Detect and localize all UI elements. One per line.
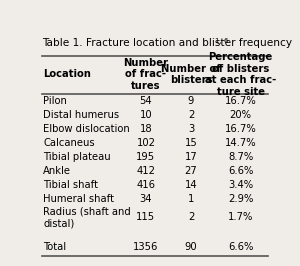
- Text: 1: 1: [188, 194, 194, 204]
- Text: Percentage
of blisters
at each frac-
ture site: Percentage of blisters at each frac- tur…: [205, 52, 276, 97]
- Text: Number
of frac-
tures: Number of frac- tures: [123, 58, 168, 91]
- Text: 1.7%: 1.7%: [228, 212, 253, 222]
- Text: 1, 6: 1, 6: [215, 38, 228, 44]
- Text: Tibial plateau: Tibial plateau: [43, 152, 111, 162]
- Text: 16.7%: 16.7%: [225, 96, 256, 106]
- Text: 1356: 1356: [133, 242, 159, 252]
- Text: 3.4%: 3.4%: [228, 180, 253, 190]
- Text: 416: 416: [136, 180, 155, 190]
- Text: 54: 54: [140, 96, 152, 106]
- Text: 412: 412: [136, 166, 155, 176]
- Text: Total: Total: [43, 242, 66, 252]
- Text: Humeral shaft: Humeral shaft: [43, 194, 114, 204]
- Text: 6.6%: 6.6%: [228, 166, 253, 176]
- Text: Elbow dislocation: Elbow dislocation: [43, 124, 130, 134]
- Text: 115: 115: [136, 212, 155, 222]
- Text: 2.9%: 2.9%: [228, 194, 253, 204]
- Text: 27: 27: [184, 166, 197, 176]
- Text: Table 1. Fracture location and blister frequency: Table 1. Fracture location and blister f…: [42, 38, 296, 48]
- Text: 2: 2: [188, 110, 194, 120]
- Text: 34: 34: [140, 194, 152, 204]
- Text: 9: 9: [188, 96, 194, 106]
- Text: Location: Location: [43, 69, 91, 80]
- Text: 14.7%: 14.7%: [225, 138, 256, 148]
- Text: Calcaneus: Calcaneus: [43, 138, 95, 148]
- Text: 2: 2: [188, 212, 194, 222]
- Text: Number of
blisters: Number of blisters: [161, 64, 221, 85]
- Text: Tibial shaft: Tibial shaft: [43, 180, 98, 190]
- Text: 17: 17: [184, 152, 197, 162]
- Text: 10: 10: [140, 110, 152, 120]
- Text: 8.7%: 8.7%: [228, 152, 253, 162]
- Text: 195: 195: [136, 152, 155, 162]
- Text: 3: 3: [188, 124, 194, 134]
- Text: 102: 102: [136, 138, 155, 148]
- Text: 6.6%: 6.6%: [228, 242, 253, 252]
- Text: 18: 18: [140, 124, 152, 134]
- Text: Radius (shaft and
distal): Radius (shaft and distal): [43, 206, 131, 228]
- Text: 90: 90: [185, 242, 197, 252]
- Text: 16.7%: 16.7%: [225, 124, 256, 134]
- Text: 14: 14: [185, 180, 197, 190]
- Text: 15: 15: [184, 138, 197, 148]
- Text: Distal humerus: Distal humerus: [43, 110, 119, 120]
- Text: 20%: 20%: [230, 110, 252, 120]
- Text: Ankle: Ankle: [43, 166, 71, 176]
- Text: Pilon: Pilon: [43, 96, 67, 106]
